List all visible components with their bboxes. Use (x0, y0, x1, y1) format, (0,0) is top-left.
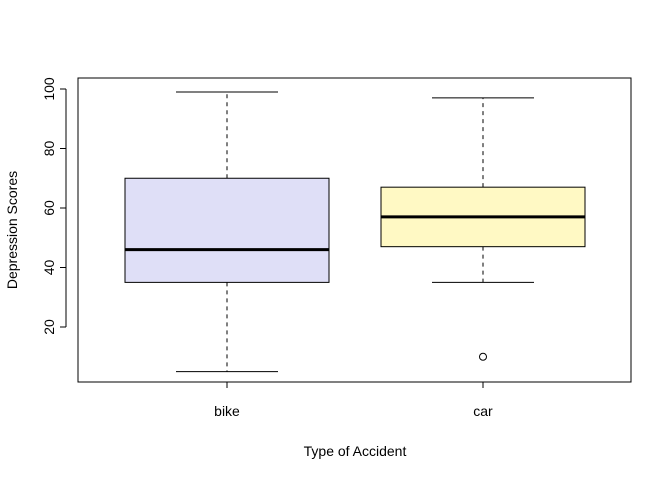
outlier-point (479, 352, 487, 361)
y-tick-label: 60 (41, 200, 57, 216)
y-axis-label: Depression Scores (4, 171, 20, 289)
y-axis: 20 40 60 80 100 (41, 77, 67, 335)
y-tick-label: 100 (41, 77, 57, 101)
x-tick-label: car (473, 403, 493, 419)
y-tick-label: 80 (41, 141, 57, 157)
iqr-box (124, 177, 330, 283)
y-tick-label: 40 (41, 260, 57, 276)
x-axis: bike car (214, 381, 493, 419)
box-car (380, 97, 586, 361)
box-bike (124, 91, 330, 373)
y-tick-label: 20 (41, 319, 57, 335)
boxplot-series (124, 91, 586, 373)
x-tick-label: bike (214, 403, 240, 419)
x-axis-label: Type of Accident (304, 443, 407, 459)
